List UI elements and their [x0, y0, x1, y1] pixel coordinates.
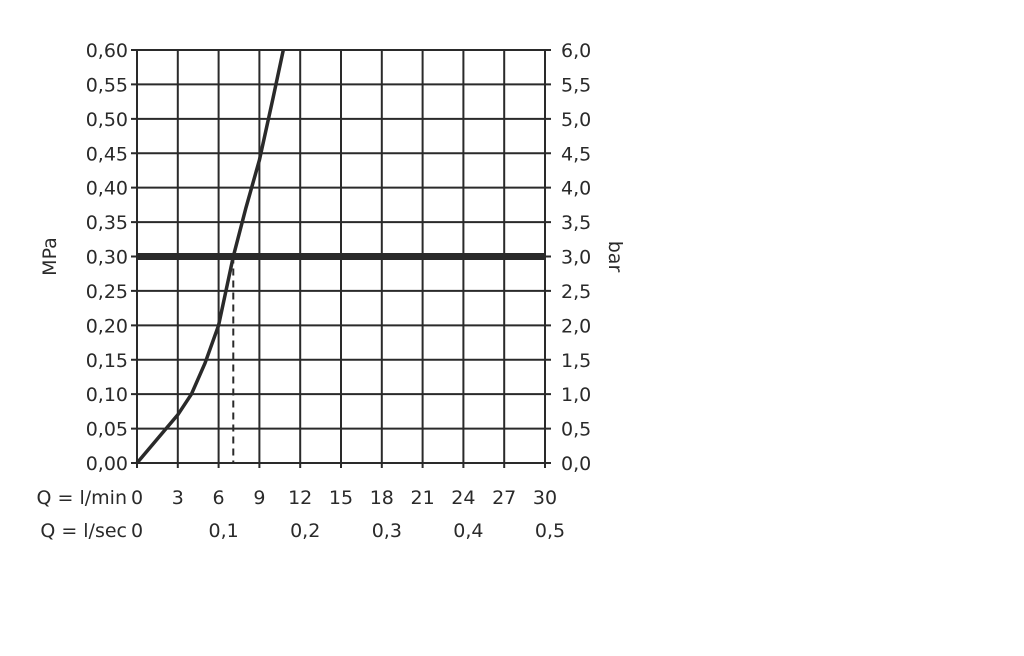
right-tick-label: 1,0 — [561, 384, 591, 406]
x-tick-label-lsec: 0 — [131, 520, 143, 542]
left-tick-label: 0,20 — [86, 315, 128, 337]
x-tick-label-lmin: 24 — [451, 487, 475, 509]
left-axis-label: MPa — [39, 237, 61, 276]
right-tick-label: 1,5 — [561, 350, 591, 372]
x-tick-label-lmin: 30 — [533, 487, 557, 509]
right-tick-label: 5,5 — [561, 74, 591, 96]
x-tick-label-lmin: 9 — [253, 487, 265, 509]
left-tick-label: 0,45 — [86, 143, 128, 165]
left-tick-label: 0,55 — [86, 74, 128, 96]
right-tick-label: 5,0 — [561, 109, 591, 131]
right-tick-label: 2,5 — [561, 281, 591, 303]
x-tick-label-lmin: 12 — [288, 487, 312, 509]
right-tick-label: 2,0 — [561, 315, 591, 337]
x-tick-label-lmin: 6 — [213, 487, 225, 509]
left-tick-label: 0,25 — [86, 281, 128, 303]
left-tick-label: 0,00 — [86, 453, 128, 475]
left-tick-label: 0,40 — [86, 178, 128, 200]
x-tick-label-lmin: 15 — [329, 487, 353, 509]
left-tick-label: 0,35 — [86, 212, 128, 234]
left-tick-label: 0,05 — [86, 419, 128, 441]
x-tick-label-lmin: 27 — [492, 487, 516, 509]
left-tick-label: 0,60 — [86, 40, 128, 62]
x-row1-label: Q = l/min — [37, 487, 127, 509]
x-tick-label-lsec: 0,3 — [372, 520, 402, 542]
x-tick-label-lsec: 0,1 — [208, 520, 238, 542]
x-tick-label-lsec: 0,5 — [535, 520, 565, 542]
left-tick-label: 0,50 — [86, 109, 128, 131]
right-axis-label: bar — [604, 241, 626, 273]
x-tick-label-lmin: 21 — [411, 487, 435, 509]
x-tick-label-lsec: 0,4 — [453, 520, 483, 542]
right-tick-label: 0,0 — [561, 453, 591, 475]
right-tick-label: 3,0 — [561, 247, 591, 269]
x-tick-label-lmin: 18 — [370, 487, 394, 509]
right-tick-label: 3,5 — [561, 212, 591, 234]
right-tick-label: 6,0 — [561, 40, 591, 62]
series-line — [135, 49, 286, 465]
left-tick-label: 0,10 — [86, 384, 128, 406]
right-tick-label: 4,0 — [561, 178, 591, 200]
right-tick-label: 0,5 — [561, 419, 591, 441]
left-tick-label: 0,30 — [86, 247, 128, 269]
x-row2-label: Q = l/sec — [40, 520, 127, 542]
x-tick-label-lmin: 3 — [172, 487, 184, 509]
right-tick-label: 4,5 — [561, 143, 591, 165]
x-tick-label-lsec: 0,2 — [290, 520, 320, 542]
x-tick-label-lmin: 0 — [131, 487, 143, 509]
left-tick-label: 0,15 — [86, 350, 128, 372]
